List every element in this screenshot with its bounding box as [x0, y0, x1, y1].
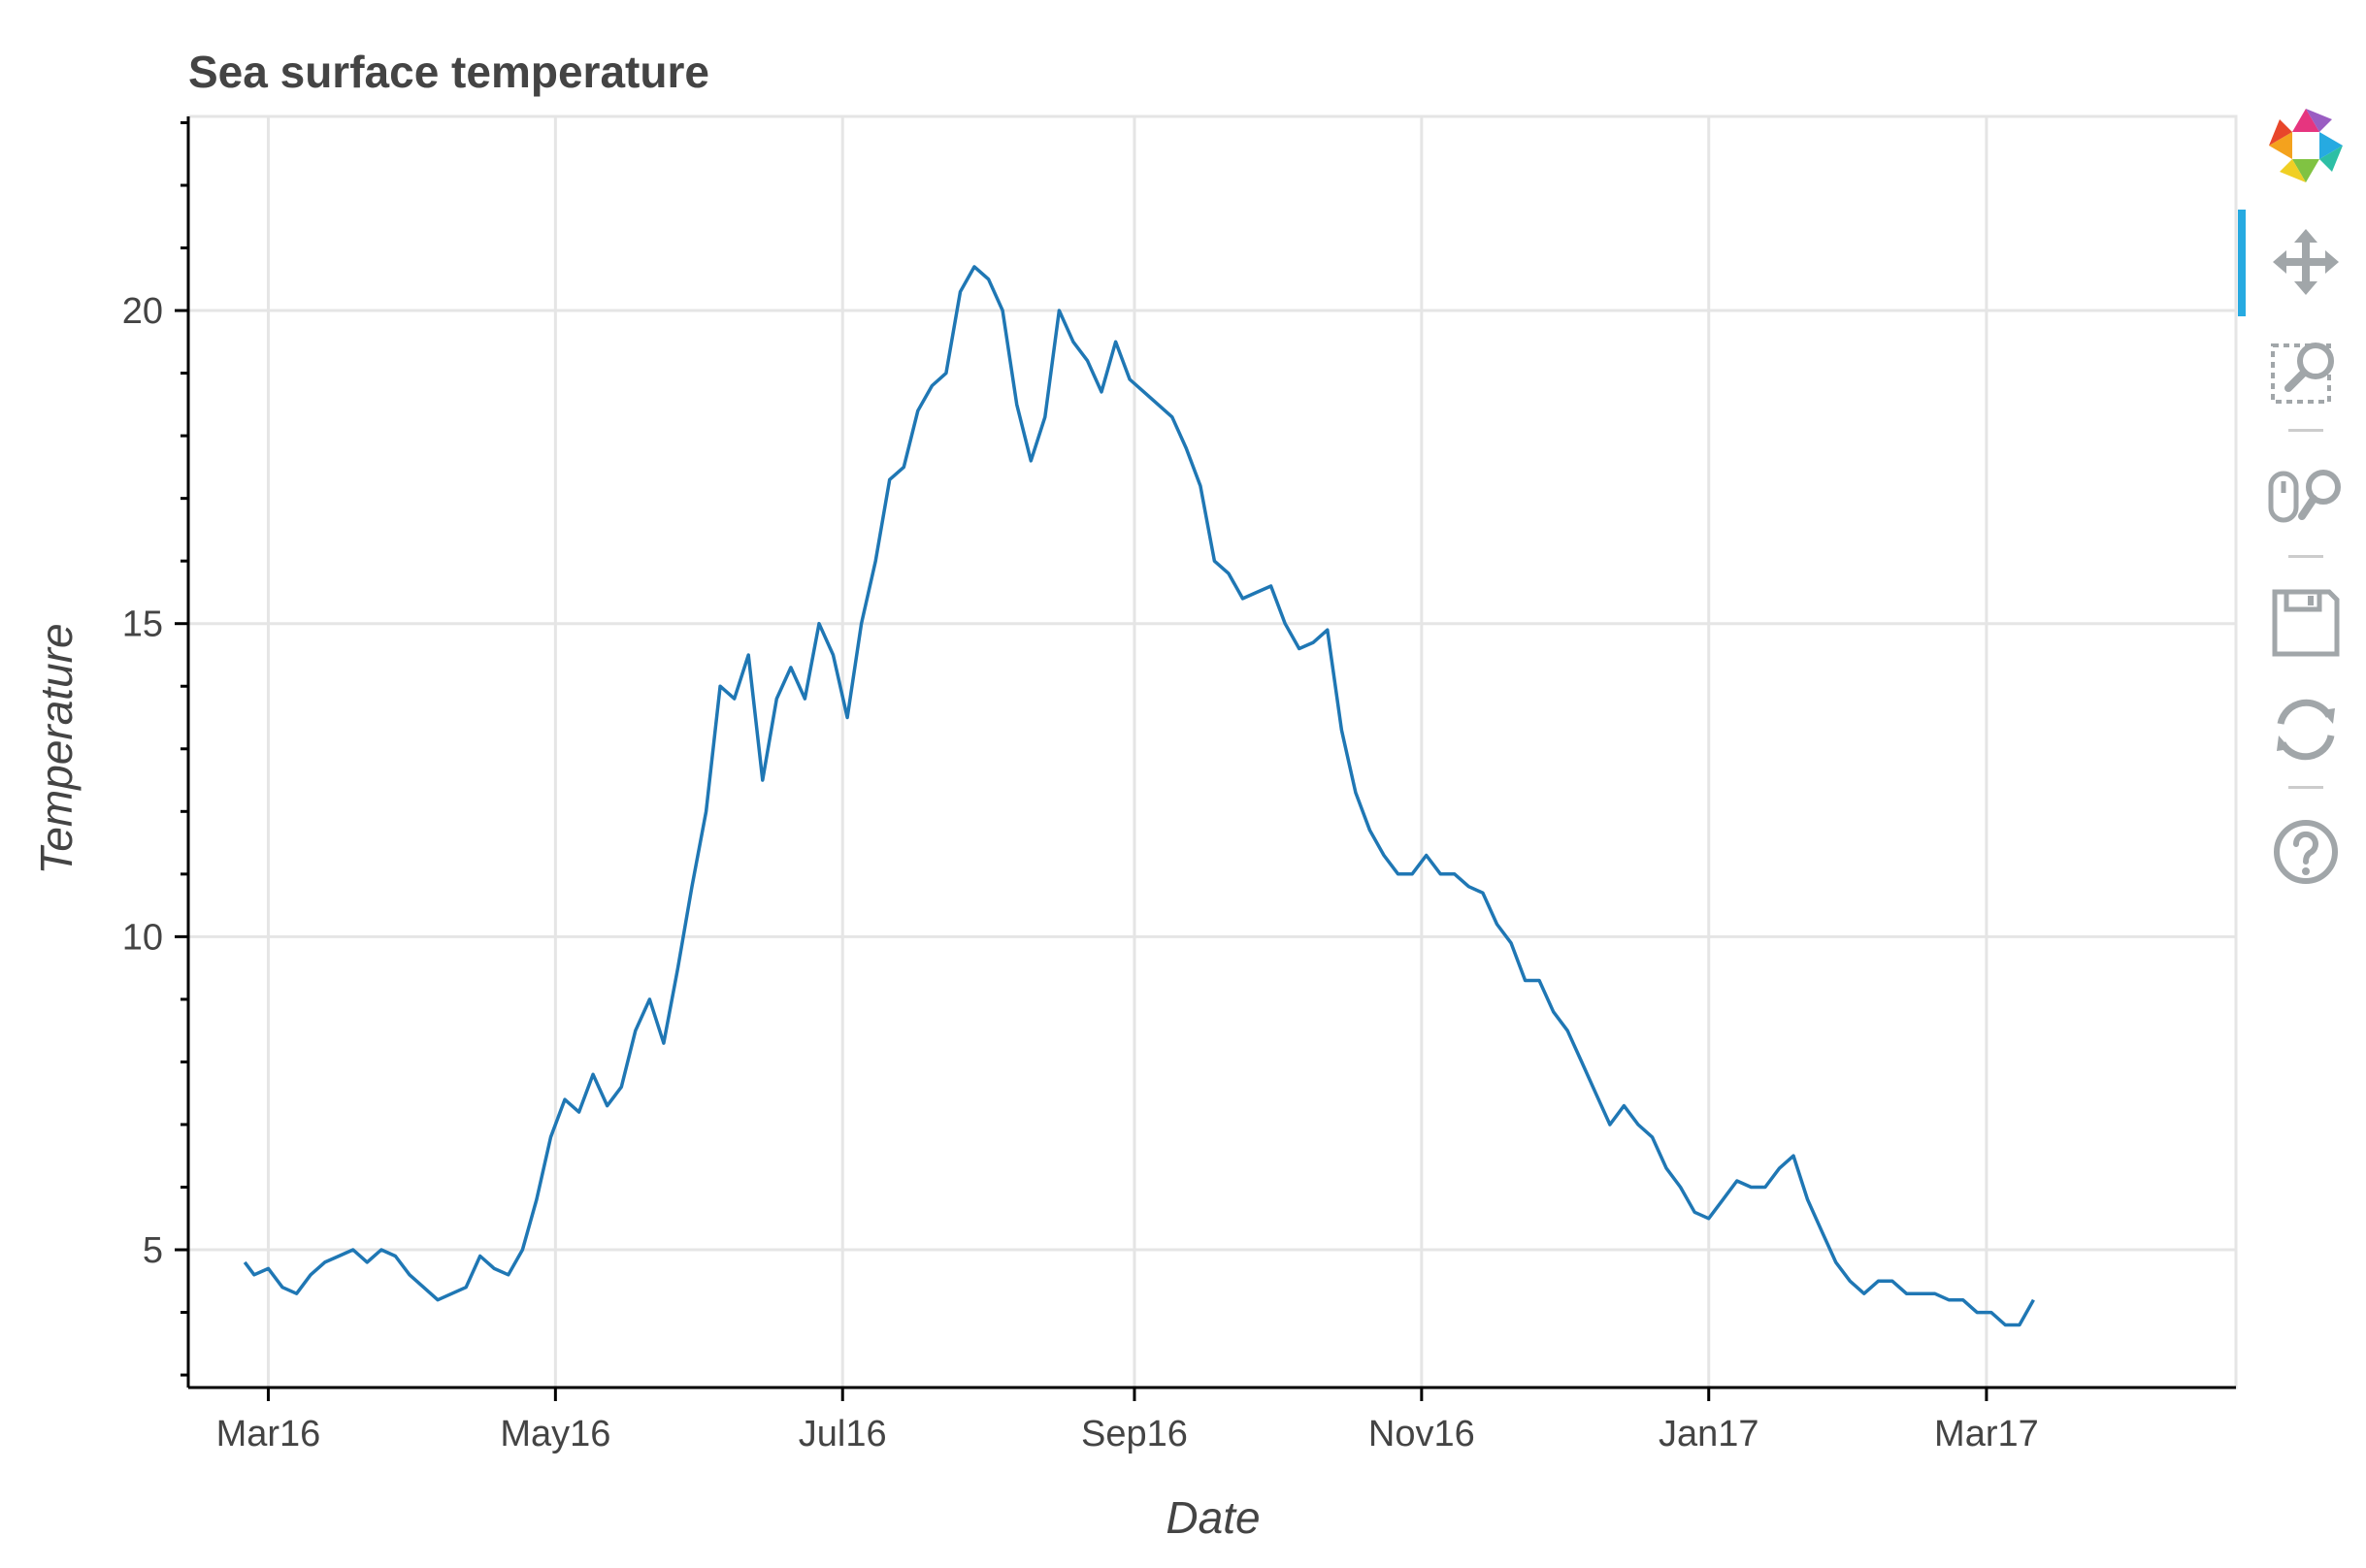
- y-tick-label: 20: [122, 291, 163, 332]
- bokeh-logo-icon[interactable]: [2267, 107, 2345, 184]
- plot-frame: [186, 114, 2238, 1389]
- active-tool-indicator: [2238, 210, 2246, 316]
- x-tick-label: May16: [500, 1414, 610, 1454]
- x-tick-label: Mar16: [216, 1414, 321, 1454]
- reset-tool-icon[interactable]: [2267, 691, 2345, 768]
- x-tick-label: Jul16: [799, 1414, 887, 1454]
- y-tick-label: 15: [122, 604, 163, 645]
- y-axis-label: Temperature: [31, 623, 82, 874]
- toolbar-separator: [2288, 786, 2323, 789]
- chart-title: Sea surface temperature: [188, 47, 709, 97]
- toolbar-separator: [2288, 555, 2323, 558]
- save-tool-icon[interactable]: [2267, 584, 2345, 662]
- pan-tool-icon[interactable]: [2267, 223, 2345, 301]
- x-axis-label: Date: [1166, 1492, 1260, 1543]
- y-tick-label: 10: [122, 917, 163, 958]
- toolbar: [2232, 103, 2358, 898]
- x-tick-label: Sep16: [1081, 1414, 1188, 1454]
- box-zoom-tool-icon[interactable]: [2267, 332, 2345, 409]
- wheel-zoom-tool-icon[interactable]: [2267, 458, 2345, 536]
- series-line: [243, 265, 2035, 1327]
- grid: [188, 116, 2236, 1388]
- toolbar-separator: [2288, 429, 2323, 432]
- series-layer: [243, 265, 2035, 1327]
- y-tick-label: 5: [143, 1230, 163, 1271]
- x-tick-label: Jan17: [1659, 1414, 1759, 1454]
- x-tick-label: Mar17: [1934, 1414, 2039, 1454]
- axes: Mar16 May16 Jul16 Sep16 Nov16 Jan17 Mar17 5 10 15…: [122, 116, 2236, 1454]
- help-tool-icon[interactable]: [2267, 813, 2345, 891]
- x-tick-label: Nov16: [1368, 1414, 1475, 1454]
